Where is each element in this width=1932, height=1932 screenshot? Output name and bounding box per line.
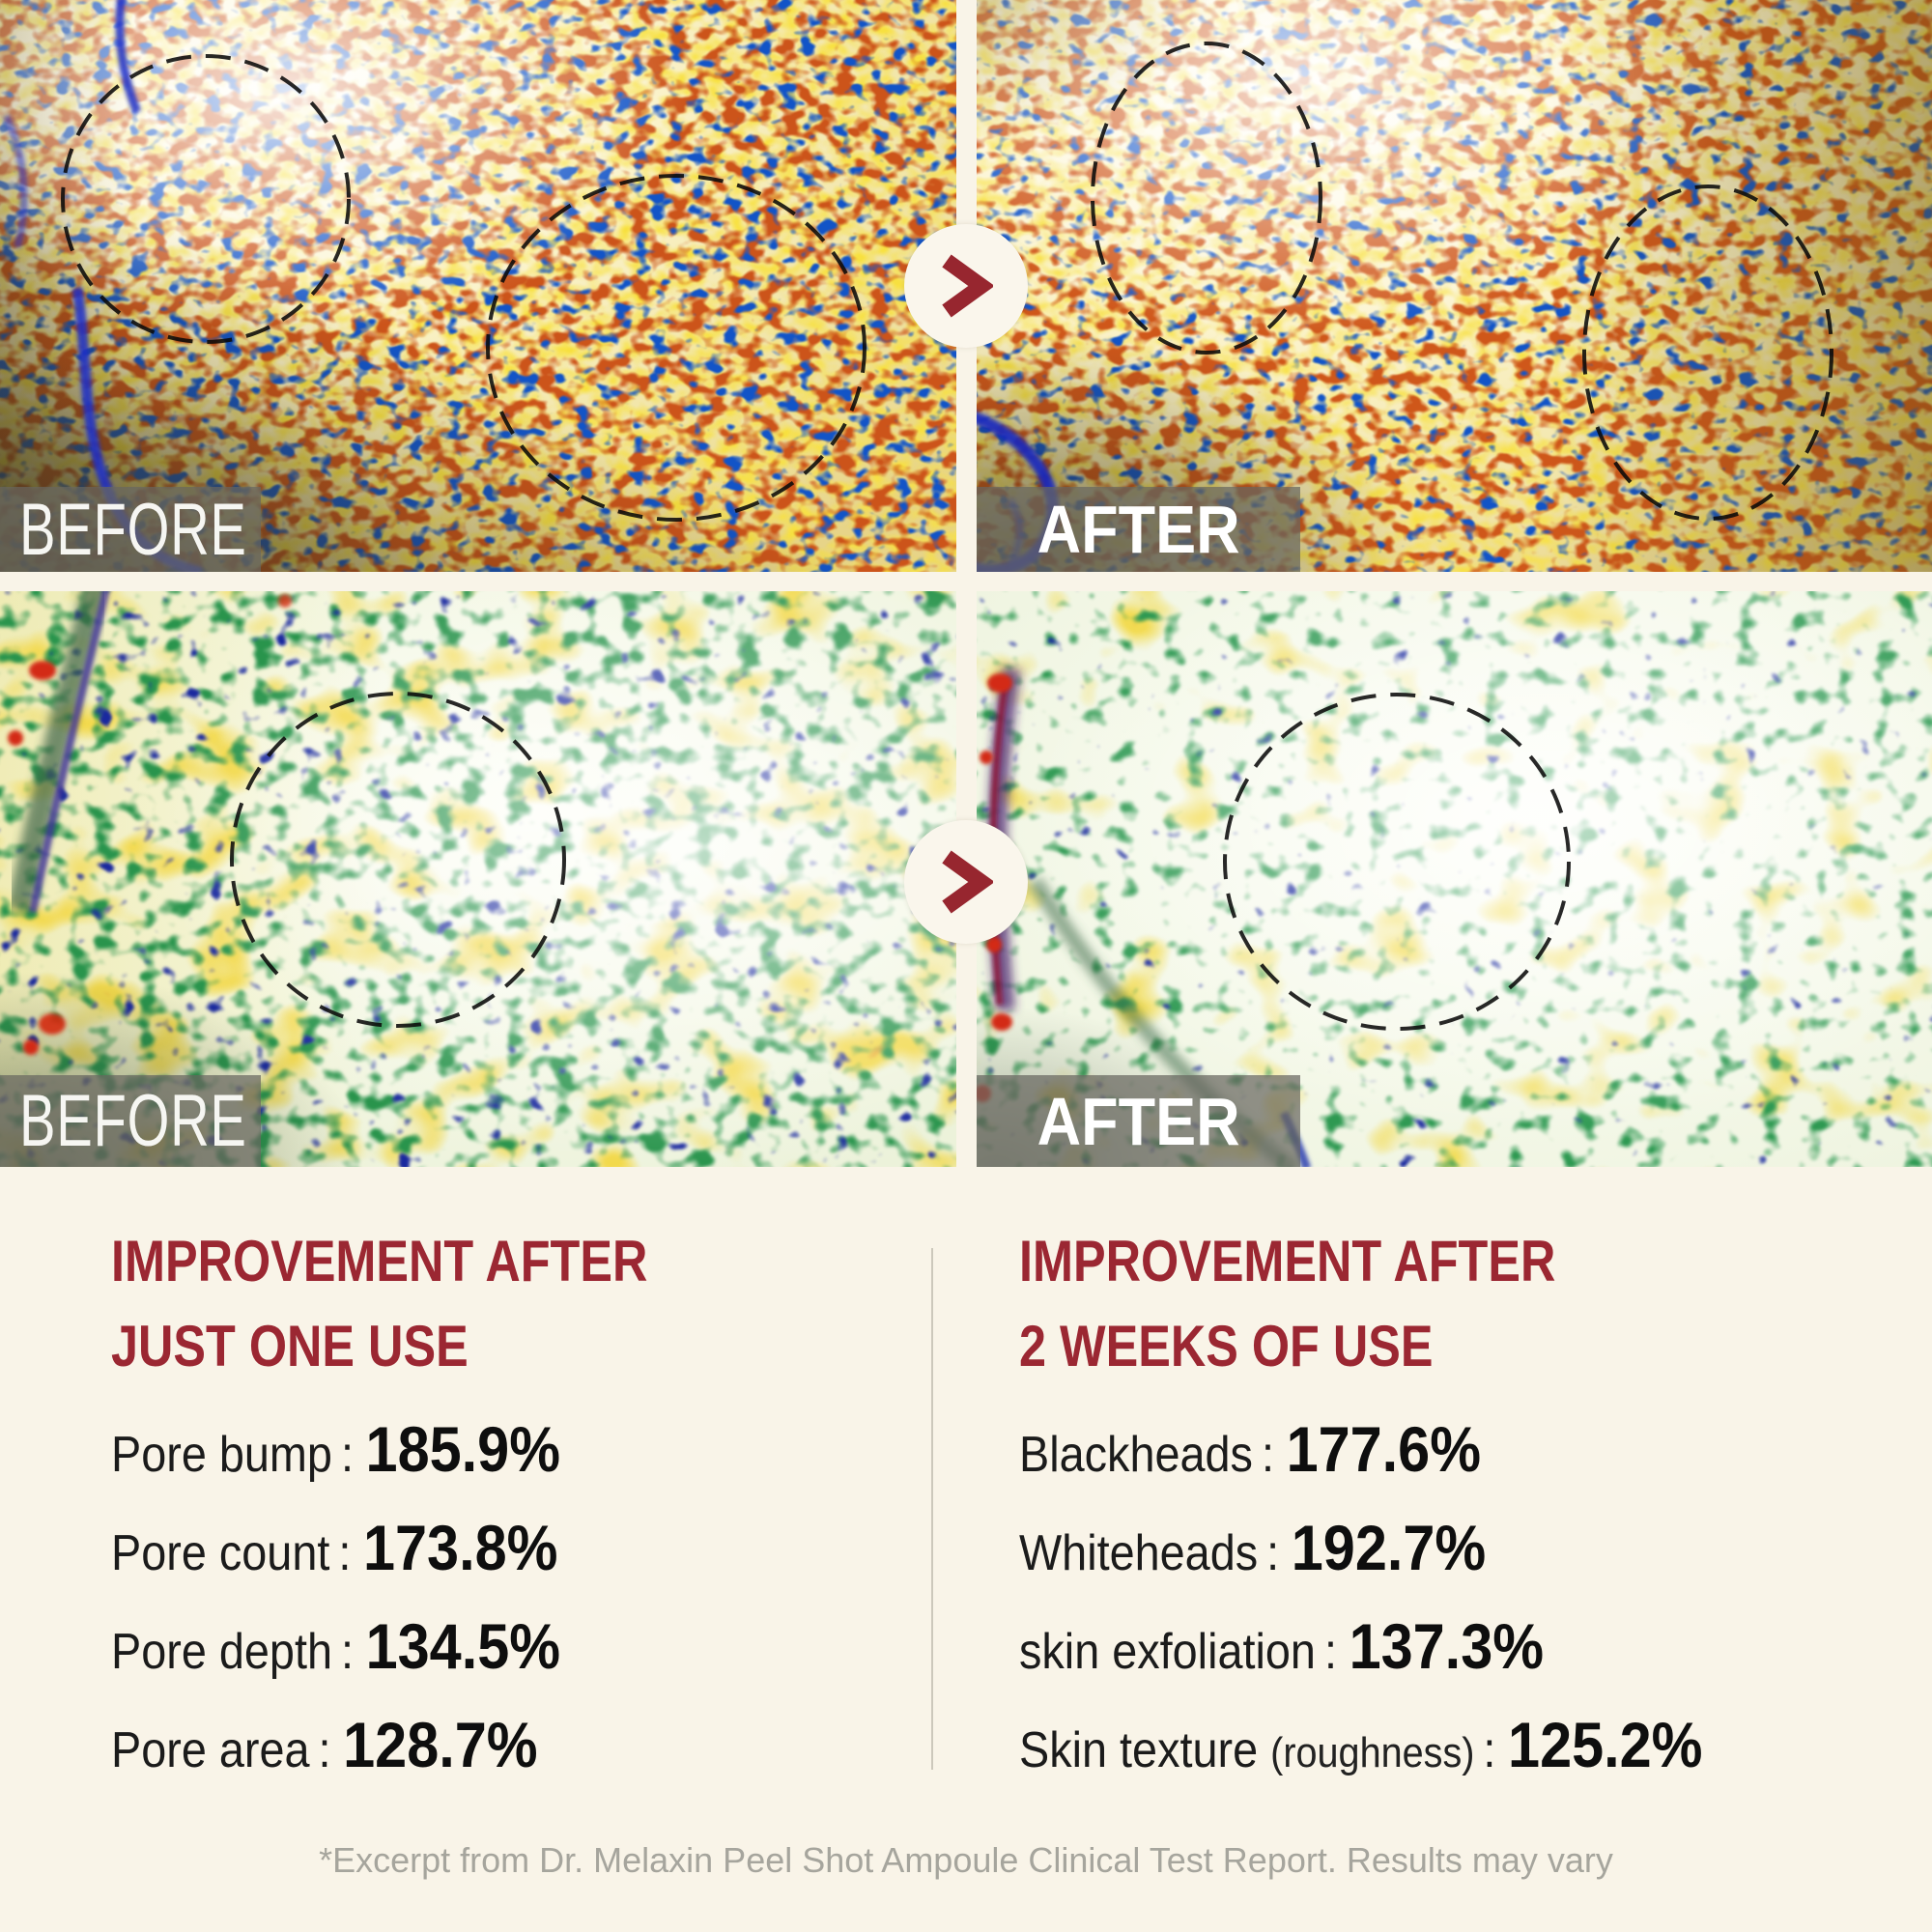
stat-value: 128.7% — [343, 1709, 538, 1780]
stat-row: Whiteheads:192.7% — [1019, 1501, 1802, 1600]
stat-value: 137.3% — [1349, 1610, 1545, 1682]
row1-arrow-badge — [904, 224, 1028, 348]
stat-row: Blackheads:177.6% — [1019, 1403, 1802, 1501]
vein-marks — [29, 591, 110, 913]
results-one-use-title: IMPROVEMENT AFTER JUST ONE USE — [111, 1219, 793, 1389]
after-label: AFTER — [977, 487, 1300, 572]
red-spots — [8, 594, 292, 1055]
after-label: AFTER — [977, 1075, 1300, 1167]
stat-separator: : — [1483, 1722, 1496, 1778]
title-line: 2 WEEKS OF USE — [1019, 1314, 1434, 1378]
skin-microscope-photo — [0, 0, 956, 572]
skin-microscope-photo — [977, 0, 1932, 572]
stat-label: Whiteheads — [1019, 1525, 1259, 1581]
stat-label: Pore depth — [111, 1624, 332, 1680]
stat-value: 185.9% — [365, 1413, 561, 1485]
stat-value: 173.8% — [362, 1512, 558, 1583]
focus-ellipse — [1223, 693, 1571, 1031]
before-label: BEFORE — [0, 1075, 261, 1167]
photo-row2-before: BEFORE — [0, 591, 956, 1167]
stat-label: Skin texture — [1019, 1722, 1259, 1778]
stat-value: 125.2% — [1508, 1709, 1703, 1780]
before-label-text: BEFORE — [19, 1080, 247, 1162]
stat-separator: : — [340, 1427, 354, 1483]
photo-row1-after: AFTER — [977, 0, 1932, 572]
focus-ellipse — [61, 54, 351, 344]
photo-row1-before: BEFORE — [0, 0, 956, 572]
stat-row: Pore area:128.7% — [111, 1698, 841, 1797]
row2-arrow-badge — [904, 820, 1028, 944]
stat-row: Skin texture (roughness):125.2% — [1019, 1698, 1802, 1800]
column-divider — [931, 1248, 933, 1770]
title-line: JUST ONE USE — [111, 1314, 469, 1378]
stat-value: 177.6% — [1286, 1413, 1482, 1485]
focus-ellipse — [1091, 42, 1322, 355]
chevron-right-icon — [942, 850, 993, 914]
results-two-weeks: IMPROVEMENT AFTER 2 WEEKS OF USE Blackhe… — [1019, 1219, 1889, 1800]
stat-separator: : — [338, 1525, 352, 1581]
photo-row2-after: AFTER — [977, 591, 1932, 1167]
before-label-text: BEFORE — [19, 488, 247, 571]
results-one-use: IMPROVEMENT AFTER JUST ONE USE Pore bump… — [111, 1219, 923, 1797]
footnote: *Excerpt from Dr. Melaxin Peel Shot Ampo… — [319, 1840, 1613, 1880]
stat-label: Pore count — [111, 1525, 330, 1581]
focus-ellipse — [1582, 185, 1833, 521]
before-label: BEFORE — [0, 487, 261, 572]
stat-label: Pore bump — [111, 1427, 332, 1483]
stat-separator: : — [318, 1722, 331, 1778]
skin-fold-band — [7, 591, 107, 913]
stat-row: Pore bump:185.9% — [111, 1403, 841, 1501]
stat-label-note: (roughness) — [1270, 1729, 1475, 1776]
skin-microscope-photo — [977, 591, 1932, 1167]
stat-label: Pore area — [111, 1722, 310, 1778]
stat-row: Pore count:173.8% — [111, 1501, 841, 1600]
stat-separator: : — [1323, 1624, 1337, 1680]
focus-ellipse — [230, 692, 566, 1028]
after-label-text: AFTER — [1037, 1083, 1240, 1159]
after-label-text: AFTER — [1037, 492, 1240, 567]
stat-label: Blackheads — [1019, 1427, 1253, 1483]
stat-separator: : — [1261, 1427, 1274, 1483]
stat-separator: : — [340, 1624, 354, 1680]
stat-separator: : — [1266, 1525, 1280, 1581]
chevron-right-icon — [942, 254, 993, 318]
results-two-weeks-title: IMPROVEMENT AFTER 2 WEEKS OF USE — [1019, 1219, 1749, 1389]
title-line: IMPROVEMENT AFTER — [1019, 1229, 1556, 1293]
stat-label: skin exfoliation — [1019, 1624, 1316, 1680]
stat-row: Pore depth:134.5% — [111, 1600, 841, 1698]
title-line: IMPROVEMENT AFTER — [111, 1229, 648, 1293]
stat-value: 134.5% — [365, 1610, 561, 1682]
stat-row: skin exfoliation:137.3% — [1019, 1600, 1802, 1698]
focus-ellipse — [486, 174, 867, 522]
skin-microscope-photo — [0, 591, 956, 1167]
stat-value: 192.7% — [1291, 1512, 1487, 1583]
